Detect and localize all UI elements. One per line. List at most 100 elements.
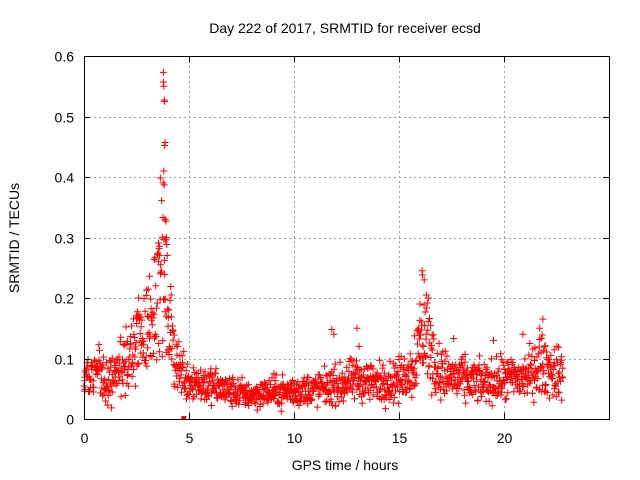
data-point	[105, 386, 113, 394]
data-point	[142, 353, 150, 361]
data-point	[390, 394, 398, 402]
data-point	[121, 391, 129, 399]
data-point	[406, 350, 414, 358]
x-tick-label: 10	[287, 430, 303, 446]
data-point	[558, 396, 566, 404]
data-point	[421, 308, 429, 316]
data-point	[131, 382, 139, 390]
data-point	[150, 310, 158, 318]
data-point	[163, 251, 171, 259]
data-point	[430, 335, 438, 343]
data-point	[559, 374, 567, 382]
data-point	[543, 389, 551, 397]
data-point	[128, 372, 136, 380]
data-point	[179, 363, 187, 371]
grid	[84, 56, 609, 419]
data-point	[553, 342, 561, 350]
data-point	[421, 322, 429, 330]
data-point	[366, 395, 374, 403]
data-point	[427, 322, 435, 330]
data-point	[382, 405, 390, 413]
data-point	[128, 322, 136, 330]
data-point	[540, 347, 548, 355]
data-point	[556, 377, 564, 385]
data-point	[86, 387, 94, 395]
x-axis-ticks: 0 5 10 15 20	[81, 56, 512, 446]
data-point	[143, 286, 151, 294]
data-point	[423, 352, 431, 360]
data-point	[305, 381, 313, 389]
data-point	[403, 388, 411, 396]
data-point	[504, 389, 512, 397]
y-axis-ticks: 0 0.1 0.2 0.3 0.4 0.5 0.6	[55, 49, 609, 428]
data-point	[144, 285, 152, 293]
data-point	[219, 376, 227, 384]
data-point	[548, 375, 556, 383]
data-point	[97, 365, 105, 373]
data-point	[380, 369, 388, 377]
data-point	[305, 373, 313, 381]
data-point	[102, 397, 110, 405]
data-point	[516, 387, 524, 395]
data-point	[108, 404, 116, 412]
data-point	[332, 401, 340, 409]
data-point	[160, 82, 168, 90]
data-point	[188, 374, 196, 382]
data-point	[117, 333, 125, 341]
data-point	[536, 335, 544, 343]
data-point	[309, 387, 317, 395]
data-point	[144, 312, 152, 320]
data-point	[419, 271, 427, 279]
data-point	[533, 353, 541, 361]
data-point	[343, 363, 351, 371]
data-point	[521, 355, 529, 363]
data-point	[412, 379, 420, 387]
data-point	[539, 370, 547, 378]
data-point	[155, 348, 163, 356]
data-point	[527, 361, 535, 369]
data-point	[236, 397, 244, 405]
data-point	[164, 305, 172, 313]
data-point	[353, 324, 361, 332]
data-point	[490, 373, 498, 381]
data-point	[155, 340, 163, 348]
data-point	[234, 376, 242, 384]
data-point	[133, 308, 141, 316]
data-point	[455, 385, 463, 393]
data-point	[528, 369, 536, 377]
data-point	[335, 398, 343, 406]
data-point	[558, 353, 566, 361]
data-point	[347, 385, 355, 393]
data-point	[157, 261, 165, 269]
data-point	[256, 400, 264, 408]
data-point	[465, 377, 473, 385]
x-tick-label: 0	[81, 430, 89, 446]
data-point	[141, 356, 149, 364]
data-point	[211, 370, 219, 378]
data-point	[118, 376, 126, 384]
data-point	[278, 371, 286, 379]
data-point	[112, 361, 120, 369]
data-point	[135, 294, 143, 302]
data-point	[355, 342, 363, 350]
data-point	[470, 382, 478, 390]
data-point	[122, 323, 130, 331]
data-point	[434, 363, 442, 371]
data-point	[298, 391, 306, 399]
outlier-point	[181, 416, 187, 420]
data-point	[424, 326, 432, 334]
data-point	[94, 366, 102, 374]
data-point	[221, 394, 229, 402]
data-points	[80, 68, 567, 420]
data-point	[412, 358, 420, 366]
data-point	[200, 378, 208, 386]
data-point	[168, 345, 176, 353]
data-point	[189, 364, 197, 372]
data-point	[498, 385, 506, 393]
data-point	[377, 372, 385, 380]
data-point	[436, 379, 444, 387]
data-point	[350, 395, 358, 403]
data-point	[441, 347, 449, 355]
data-point	[393, 371, 401, 379]
data-point	[156, 252, 164, 260]
